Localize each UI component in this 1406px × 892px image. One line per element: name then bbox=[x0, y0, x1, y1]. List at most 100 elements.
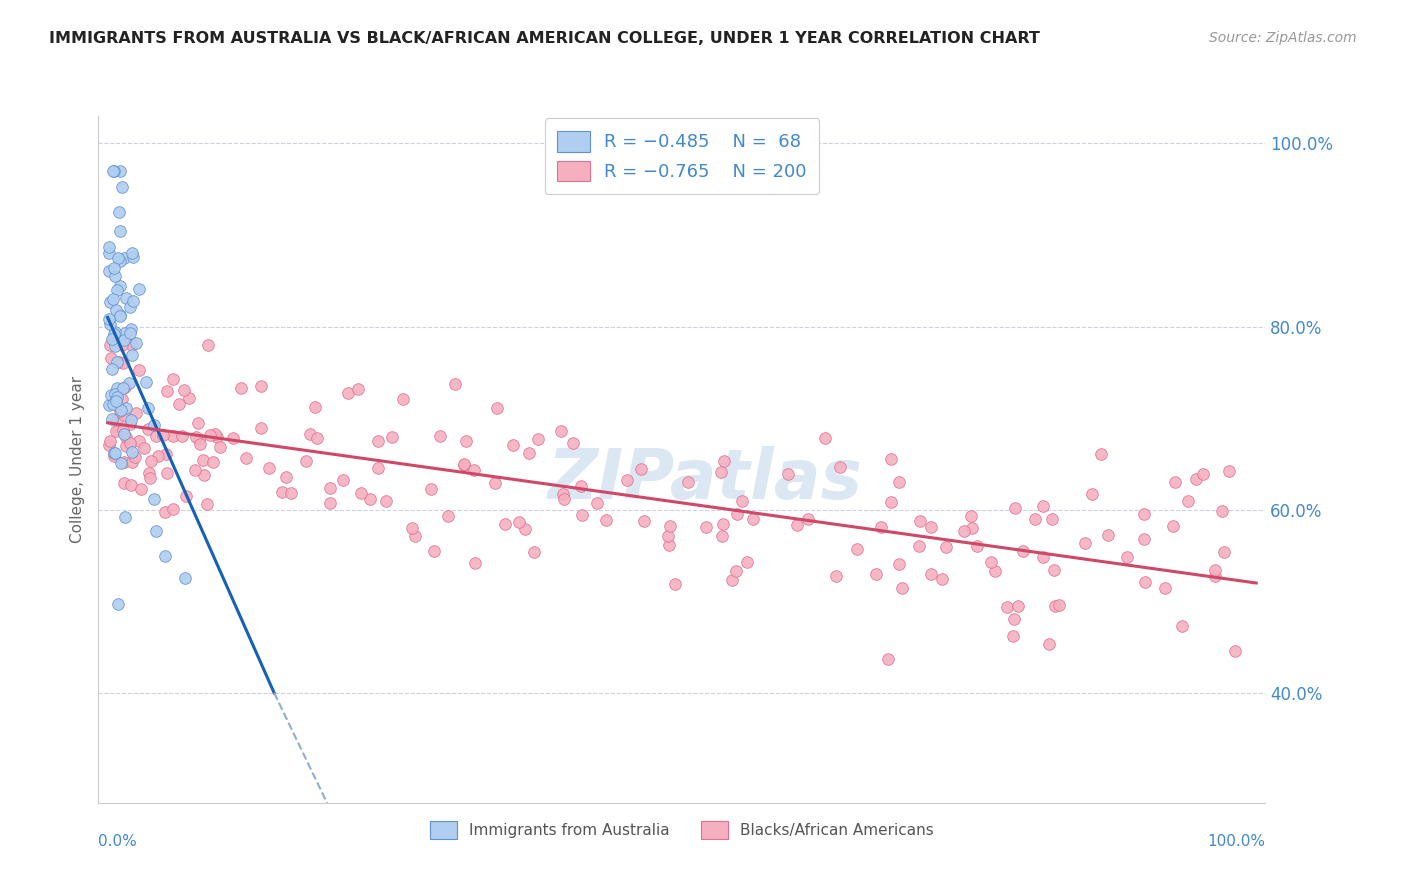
Point bbox=[437, 509, 460, 524]
Text: 100.0%: 100.0% bbox=[1208, 834, 1265, 848]
Point bbox=[891, 581, 914, 595]
Point bbox=[101, 397, 124, 411]
Point bbox=[107, 422, 129, 436]
Point bbox=[1002, 612, 1025, 626]
Point bbox=[280, 486, 302, 500]
Point bbox=[920, 567, 942, 582]
Point bbox=[869, 520, 891, 534]
Point bbox=[1211, 504, 1233, 518]
Point bbox=[553, 492, 575, 507]
Point bbox=[108, 164, 131, 178]
Point bbox=[318, 496, 340, 510]
Point bbox=[1040, 512, 1063, 526]
Point bbox=[120, 413, 142, 427]
Point bbox=[120, 417, 142, 431]
Point bbox=[235, 451, 257, 466]
Point bbox=[107, 381, 129, 395]
Point bbox=[162, 501, 184, 516]
Point bbox=[183, 463, 205, 477]
Point bbox=[104, 325, 127, 339]
Point bbox=[108, 278, 131, 293]
Point bbox=[1090, 447, 1112, 461]
Point bbox=[1177, 494, 1199, 508]
Point bbox=[173, 571, 195, 585]
Point bbox=[550, 424, 572, 438]
Point bbox=[295, 453, 318, 467]
Point bbox=[1213, 545, 1236, 559]
Point bbox=[880, 495, 903, 509]
Point bbox=[517, 446, 540, 460]
Point bbox=[115, 291, 138, 305]
Point bbox=[100, 351, 122, 366]
Point bbox=[98, 338, 121, 352]
Point bbox=[132, 441, 155, 455]
Point bbox=[121, 445, 143, 459]
Point bbox=[97, 438, 120, 452]
Point bbox=[786, 518, 808, 533]
Point bbox=[121, 348, 143, 362]
Point bbox=[108, 404, 131, 418]
Point bbox=[111, 423, 134, 437]
Point bbox=[877, 652, 900, 666]
Point bbox=[880, 452, 903, 467]
Point bbox=[1154, 581, 1177, 595]
Point bbox=[304, 401, 326, 415]
Point bbox=[197, 338, 219, 352]
Point bbox=[101, 362, 124, 376]
Point bbox=[103, 164, 125, 178]
Point bbox=[114, 439, 136, 453]
Point bbox=[156, 384, 179, 398]
Point bbox=[153, 549, 176, 564]
Point bbox=[97, 398, 120, 412]
Point bbox=[508, 515, 530, 529]
Point bbox=[112, 334, 135, 348]
Point bbox=[1074, 536, 1097, 550]
Point bbox=[1218, 464, 1240, 478]
Point bbox=[141, 454, 163, 468]
Point bbox=[112, 455, 135, 469]
Point bbox=[633, 515, 655, 529]
Point bbox=[453, 458, 475, 473]
Point bbox=[776, 467, 799, 481]
Point bbox=[104, 269, 127, 284]
Point bbox=[115, 401, 138, 415]
Point bbox=[444, 376, 467, 391]
Point bbox=[112, 408, 135, 422]
Point bbox=[162, 372, 184, 386]
Point bbox=[204, 427, 226, 442]
Point bbox=[828, 460, 851, 475]
Point bbox=[103, 260, 125, 275]
Point bbox=[824, 569, 846, 583]
Y-axis label: College, Under 1 year: College, Under 1 year bbox=[70, 376, 86, 543]
Point bbox=[108, 308, 131, 322]
Point bbox=[271, 485, 294, 500]
Point bbox=[299, 426, 322, 441]
Point bbox=[122, 294, 145, 309]
Point bbox=[1004, 501, 1026, 516]
Point bbox=[711, 517, 734, 532]
Point bbox=[367, 434, 389, 449]
Point bbox=[156, 467, 179, 481]
Point bbox=[107, 597, 129, 611]
Point bbox=[404, 529, 426, 543]
Point bbox=[429, 428, 451, 442]
Point bbox=[103, 450, 125, 464]
Point bbox=[381, 429, 404, 443]
Point bbox=[173, 383, 195, 397]
Point bbox=[120, 322, 142, 336]
Point bbox=[401, 520, 423, 534]
Point bbox=[103, 446, 125, 460]
Point bbox=[423, 544, 446, 558]
Text: ZIPatlas: ZIPatlas bbox=[548, 447, 863, 514]
Point bbox=[128, 282, 150, 296]
Point bbox=[1133, 532, 1156, 546]
Point bbox=[146, 449, 169, 463]
Point bbox=[121, 245, 143, 260]
Point bbox=[105, 413, 128, 427]
Point bbox=[1047, 599, 1070, 613]
Point bbox=[145, 524, 167, 538]
Point bbox=[114, 326, 136, 340]
Point bbox=[1007, 599, 1029, 614]
Point bbox=[735, 555, 758, 569]
Point bbox=[935, 540, 957, 554]
